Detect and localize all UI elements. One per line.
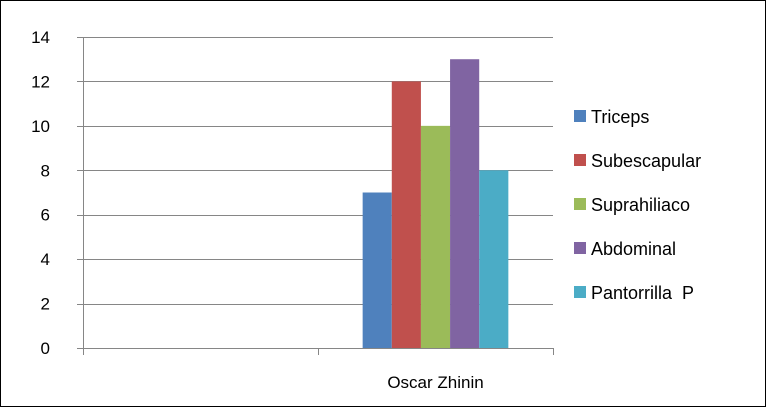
y-tick-label: 2: [41, 295, 50, 314]
y-tick-label: 0: [41, 339, 50, 358]
legend-label: Suprahiliaco: [591, 195, 690, 215]
y-tick-label: 12: [31, 72, 50, 91]
bar-subescapular: [391, 81, 421, 348]
bar-suprahiliaco: [420, 125, 451, 348]
legend-swatch: [574, 242, 586, 254]
legend-label: Pantorrilla P: [591, 283, 694, 303]
axes: 0 2 4 6 8 10 12 14 Oscar Zhinin: [31, 28, 554, 392]
legend-swatch: [574, 286, 586, 298]
bar-triceps: [362, 192, 392, 348]
legend-label: Triceps: [591, 107, 649, 127]
legend: Triceps Subescapular Suprahiliaco Abdominal…: [574, 107, 701, 303]
y-tick-label: 14: [31, 28, 50, 47]
y-tick-label: 6: [41, 206, 50, 225]
bars: [362, 59, 509, 348]
legend-swatch: [574, 154, 586, 166]
y-tick-label: 8: [41, 161, 50, 180]
x-category-label: Oscar Zhinin: [387, 373, 483, 392]
bar-abdominal: [450, 59, 480, 348]
legend-label: Subescapular: [591, 151, 701, 171]
legend-swatch: [574, 110, 586, 122]
y-tick-label: 4: [41, 250, 50, 269]
legend-label: Abdominal: [591, 239, 676, 259]
bar-pantorrilla-p: [479, 170, 509, 348]
y-tick-label: 10: [31, 117, 50, 136]
legend-swatch: [574, 198, 586, 210]
